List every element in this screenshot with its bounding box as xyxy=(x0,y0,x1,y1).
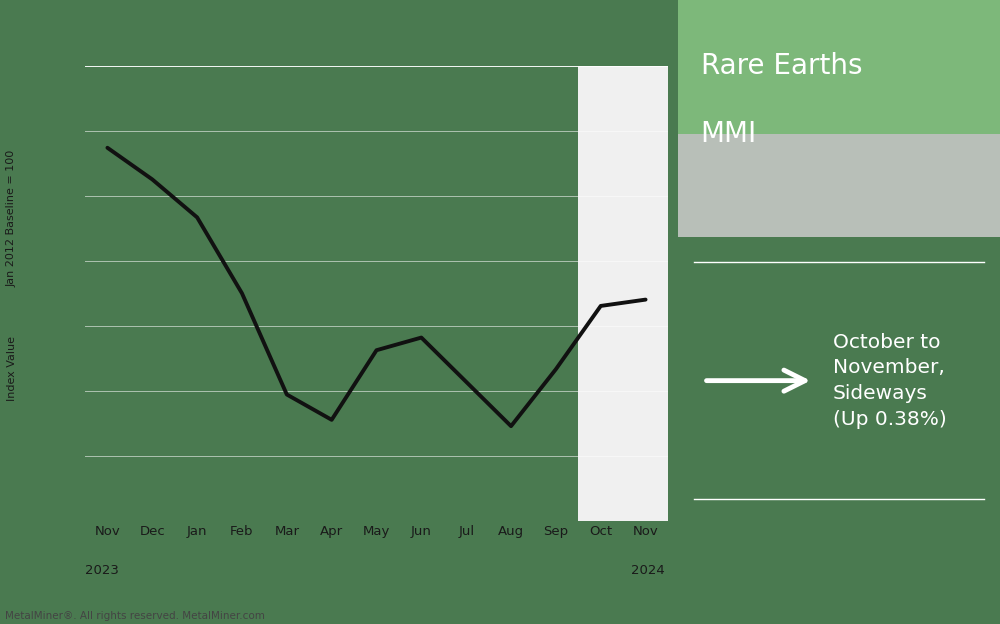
Text: Jan 2012 Baseline = 100: Jan 2012 Baseline = 100 xyxy=(7,150,17,287)
Text: MMI: MMI xyxy=(701,120,757,148)
Bar xyxy=(678,134,1000,237)
Bar xyxy=(578,66,668,521)
Text: 2023: 2023 xyxy=(85,564,119,577)
Text: MetalMiner®. All rights reserved. MetalMiner.com: MetalMiner®. All rights reserved. MetalM… xyxy=(5,611,265,621)
Text: Index Value: Index Value xyxy=(7,336,17,401)
Text: 2024: 2024 xyxy=(631,564,665,577)
Text: October to
November,
Sideways
(Up 0.38%): October to November, Sideways (Up 0.38%) xyxy=(833,333,946,429)
Text: Rare Earths: Rare Earths xyxy=(701,52,862,79)
Bar xyxy=(678,0,1000,134)
